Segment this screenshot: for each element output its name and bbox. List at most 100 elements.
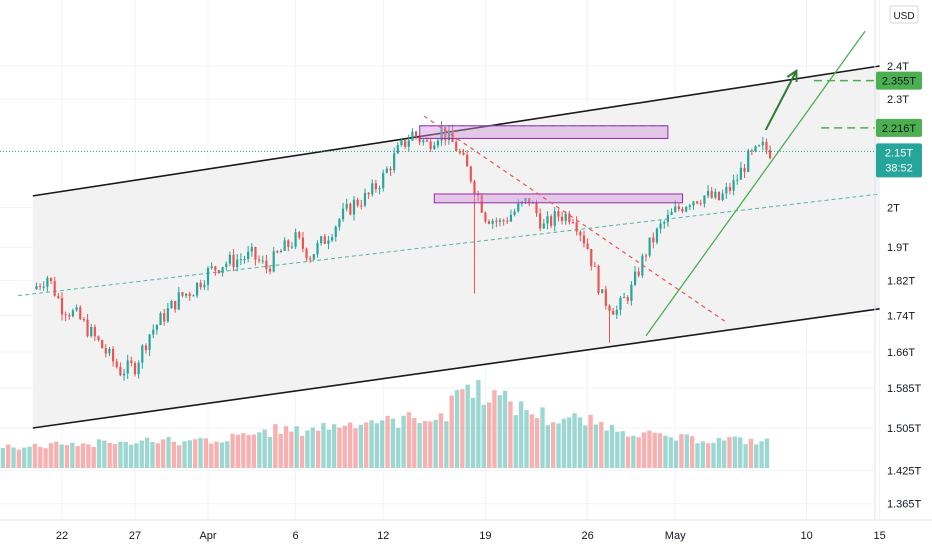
volume-bar bbox=[631, 435, 636, 468]
y-tick-label: 2.4T bbox=[887, 61, 909, 73]
candle-body bbox=[612, 310, 615, 315]
candle-body bbox=[93, 326, 96, 337]
candle-body bbox=[46, 277, 49, 287]
volume-bar bbox=[299, 435, 305, 468]
volume-bar bbox=[70, 442, 75, 468]
volume-bar bbox=[743, 444, 748, 468]
candle-body bbox=[458, 150, 461, 153]
volume-bar bbox=[353, 428, 358, 468]
volume-bar bbox=[695, 443, 700, 468]
candle-body bbox=[451, 130, 454, 143]
volume-bar bbox=[48, 443, 54, 468]
volume-bar bbox=[64, 445, 70, 468]
candle-body bbox=[663, 222, 666, 224]
volume-bar bbox=[267, 437, 273, 468]
candle-body bbox=[553, 211, 556, 226]
y-tick-label: 2.3T bbox=[887, 94, 909, 106]
candle-body bbox=[462, 152, 465, 155]
volume-bar bbox=[727, 437, 732, 468]
candle-body bbox=[571, 222, 575, 224]
candle-body bbox=[349, 203, 352, 215]
volume-bar bbox=[80, 443, 86, 468]
y-tick-label: 1.585T bbox=[887, 383, 922, 395]
candle-body bbox=[279, 250, 283, 253]
candle-body bbox=[477, 193, 480, 196]
volume-bar bbox=[289, 431, 294, 468]
candle-body bbox=[765, 141, 768, 151]
candle-body bbox=[528, 198, 531, 204]
axes: 2.4T 2.3T 2T 1.9T 1.82T 1.74T 1.66T 1.585T 1.505… bbox=[0, 0, 932, 542]
volume-bar bbox=[364, 422, 369, 468]
candle-body bbox=[217, 270, 221, 273]
candle-body bbox=[101, 340, 104, 349]
candle-body bbox=[181, 292, 184, 296]
volume-bar bbox=[748, 438, 754, 468]
volume-bar bbox=[609, 424, 615, 468]
candle-body bbox=[82, 319, 85, 321]
candle-body bbox=[652, 237, 655, 243]
candle-body bbox=[206, 268, 210, 285]
candle-body bbox=[761, 141, 764, 146]
candle-body bbox=[155, 324, 158, 330]
volume-bar bbox=[315, 430, 321, 468]
candle-body bbox=[414, 131, 418, 137]
candle-body bbox=[341, 208, 345, 220]
candle-body bbox=[122, 373, 126, 376]
volume-bar bbox=[193, 439, 198, 468]
volume-bar bbox=[460, 389, 465, 468]
candle-body bbox=[422, 140, 425, 143]
volume-bar bbox=[486, 402, 492, 468]
candle-body bbox=[455, 142, 458, 151]
volume-bar bbox=[700, 441, 705, 468]
candle-body bbox=[754, 146, 757, 151]
volume-bar bbox=[422, 421, 428, 468]
volume-bar bbox=[577, 417, 583, 468]
candle-body bbox=[550, 216, 553, 226]
candle-body bbox=[396, 145, 399, 154]
candle-body bbox=[192, 295, 195, 297]
candle-body bbox=[714, 191, 717, 198]
candle-body bbox=[42, 286, 45, 288]
volume-bar bbox=[529, 414, 534, 468]
x-tick-label: 26 bbox=[581, 530, 593, 542]
volume-bar bbox=[412, 418, 417, 468]
volume-bar bbox=[390, 418, 396, 468]
candle-body bbox=[115, 361, 118, 367]
candle-body bbox=[108, 348, 111, 354]
price-badge-label: 2.15T bbox=[885, 147, 913, 159]
candle-body bbox=[86, 319, 89, 337]
volume-bar bbox=[203, 438, 209, 468]
volume-bar bbox=[358, 424, 364, 468]
candle-body bbox=[429, 141, 432, 150]
price-badge-label: 2.355T bbox=[882, 76, 917, 88]
candle-body bbox=[436, 140, 440, 146]
candle-body bbox=[298, 232, 301, 238]
candle-body bbox=[495, 220, 498, 222]
candle-body bbox=[560, 216, 564, 221]
candle-body bbox=[601, 289, 604, 294]
price-badge bbox=[876, 71, 922, 90]
candle-body bbox=[677, 206, 680, 209]
volume-bar bbox=[759, 441, 764, 468]
candle-body bbox=[276, 251, 279, 253]
volume-bar bbox=[102, 440, 107, 468]
volume-bar bbox=[764, 438, 770, 468]
candle-body bbox=[210, 266, 213, 269]
candle-body bbox=[60, 297, 64, 315]
y-tick-label: 1.66T bbox=[887, 347, 915, 359]
x-tick-label: 12 bbox=[377, 530, 389, 542]
candle-body bbox=[696, 201, 699, 204]
volume-bar bbox=[657, 433, 663, 468]
candle-body bbox=[736, 179, 739, 181]
candle-body bbox=[382, 172, 385, 189]
volume-bar bbox=[22, 447, 27, 468]
volume-bar bbox=[144, 437, 150, 468]
volume-bar bbox=[551, 422, 556, 468]
volume-bar bbox=[182, 441, 187, 468]
candle-body bbox=[444, 127, 447, 141]
volume-bar bbox=[668, 437, 673, 468]
volume-bar bbox=[273, 424, 278, 468]
volume-bar bbox=[38, 446, 43, 468]
